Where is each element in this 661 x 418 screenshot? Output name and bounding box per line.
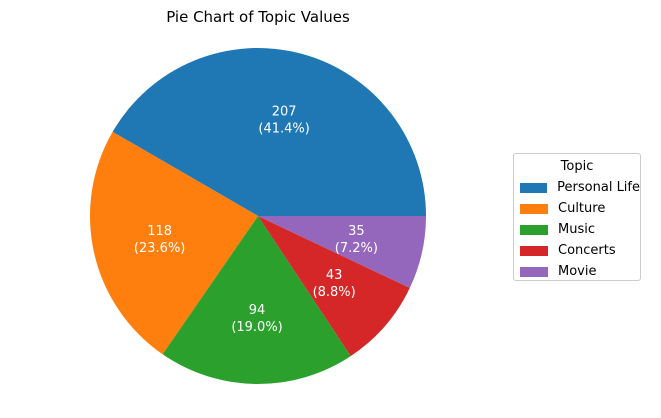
legend-items: Personal Life Culture Music Concerts Movie <box>514 177 640 282</box>
legend-label: Culture <box>558 201 606 216</box>
slice-percent-label: (8.8%) <box>313 285 356 300</box>
pie-slice-movie <box>258 216 426 288</box>
legend-swatch <box>520 245 548 256</box>
legend-item: Music <box>514 219 640 240</box>
legend-item: Personal Life <box>514 177 640 198</box>
legend-swatch <box>520 224 548 235</box>
legend-label: Music <box>558 222 595 237</box>
legend-label: Movie <box>558 264 597 279</box>
legend-item: Concerts <box>514 240 640 261</box>
legend-swatch <box>520 266 548 277</box>
pie-slice-concerts <box>258 216 410 357</box>
slice-value-label: 35 <box>348 224 365 239</box>
legend-label: Concerts <box>558 243 616 258</box>
legend-item: Culture <box>514 198 640 219</box>
slice-value-label: 94 <box>249 303 266 318</box>
slice-value-label: 43 <box>326 268 343 283</box>
legend: Topic Personal Life Culture Music Concerts M… <box>513 153 641 281</box>
slice-percent-label: (7.2%) <box>335 241 378 256</box>
slice-value-label: 207 <box>272 105 297 120</box>
pie-slice-culture <box>90 131 258 355</box>
legend-swatch <box>520 182 548 193</box>
legend-swatch <box>520 203 548 214</box>
legend-title: Topic <box>560 159 594 174</box>
chart-title: Pie Chart of Topic Values <box>166 8 350 26</box>
pie-slice-music <box>162 216 351 384</box>
slice-percent-label: (41.4%) <box>258 122 309 137</box>
legend-item: Movie <box>514 261 640 282</box>
pie-slice-personal-life <box>112 47 426 217</box>
slice-percent-label: (23.6%) <box>134 241 185 256</box>
slice-value-label: 118 <box>147 224 172 239</box>
legend-label: Personal Life <box>557 180 640 195</box>
slice-percent-label: (19.0%) <box>231 320 282 335</box>
